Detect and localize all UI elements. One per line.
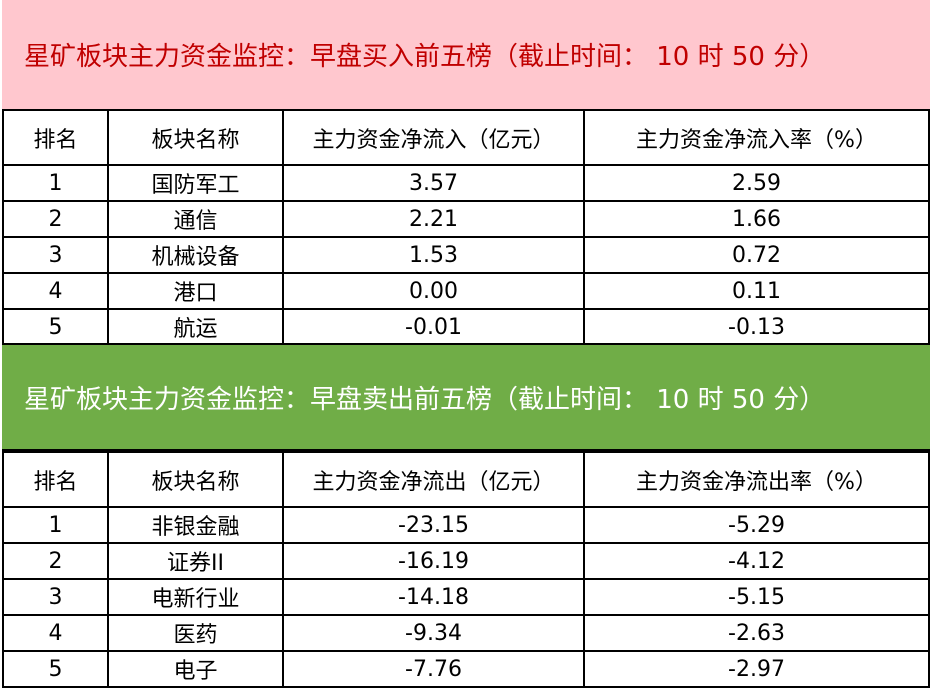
header-row: 排名 板块名称 主力资金净流入（亿元） 主力资金净流入率（%） <box>2 109 930 166</box>
cell-net-flow: -14.18 <box>282 578 585 616</box>
sell-ranking-table: 排名 板块名称 主力资金净流出（亿元） 主力资金净流出率（%） 1 非银金融 -23.15-… <box>2 451 930 688</box>
cell-sector-name: 机械设备 <box>107 236 284 274</box>
cell-net-flow-rate: -0.13 <box>583 308 930 346</box>
cell-net-flow-rate: -5.15 <box>583 578 930 616</box>
table-row: 3 电新行业 -14.18 -5.15 <box>2 578 930 616</box>
table-row: 2 通信 2.21 1.66 <box>2 200 930 238</box>
column-header-rank: 排名 <box>2 451 109 508</box>
cell-sector-name: 港口 <box>107 272 284 310</box>
column-header-net-flow: 主力资金净流入（亿元） <box>282 109 585 166</box>
cell-net-flow: -0.01 <box>282 308 585 346</box>
column-header-net-flow: 主力资金净流出（亿元） <box>282 451 585 508</box>
cell-rank: 3 <box>2 236 109 274</box>
cell-rank: 2 <box>2 200 109 238</box>
cell-net-flow-rate: 0.11 <box>583 272 930 310</box>
cell-sector-name: 电子 <box>107 650 284 688</box>
table-row: 2 证券II -16.19 -4.12 <box>2 542 930 580</box>
table-row: 5 电子 -7.76 -2.97 <box>2 650 930 688</box>
table-row: 4 港口 0.00 0.11 <box>2 272 930 310</box>
cell-sector-name: 非银金融 <box>107 506 284 544</box>
cell-sector-name: 电新行业 <box>107 578 284 616</box>
cell-net-flow-rate: 1.66 <box>583 200 930 238</box>
cell-sector-name: 通信 <box>107 200 284 238</box>
cell-net-flow: -7.76 <box>282 650 585 688</box>
table-row: 5 航运 -0.01 -0.13 <box>2 308 930 346</box>
buy-ranking-title: 星矿板块主力资金监控：早盘买入前五榜（截止时间： 10 时 50 分） <box>2 0 930 109</box>
cell-rank: 1 <box>2 506 109 544</box>
cell-net-flow-rate: 2.59 <box>583 164 930 202</box>
cell-net-flow: -16.19 <box>282 542 585 580</box>
buy-ranking-table: 排名 板块名称 主力资金净流入（亿元） 主力资金净流入率（%） 1 国防军工 3.57 2.5… <box>2 109 930 346</box>
table-row: 4 医药 -9.34 -2.63 <box>2 614 930 652</box>
cell-rank: 2 <box>2 542 109 580</box>
cell-rank: 1 <box>2 164 109 202</box>
table-row: 1 非银金融 -23.15 -5.29 <box>2 506 930 544</box>
column-header-sector-name: 板块名称 <box>107 451 284 508</box>
cell-rank: 4 <box>2 272 109 310</box>
sell-ranking-title: 星矿板块主力资金监控：早盘卖出前五榜（截止时间： 10 时 50 分） <box>2 343 930 451</box>
header-row: 排名 板块名称 主力资金净流出（亿元） 主力资金净流出率（%） <box>2 451 930 508</box>
sell-title-text: 星矿板块主力资金监控：早盘卖出前五榜（截止时间： 10 时 50 分） <box>24 384 826 415</box>
cell-net-flow: 0.00 <box>282 272 585 310</box>
cell-rank: 5 <box>2 308 109 346</box>
cell-sector-name: 国防军工 <box>107 164 284 202</box>
cell-net-flow: 2.21 <box>282 200 585 238</box>
cell-net-flow: -23.15 <box>282 506 585 544</box>
buy-title-text: 星矿板块主力资金监控：早盘买入前五榜（截止时间： 10 时 50 分） <box>24 42 826 72</box>
cell-net-flow: 3.57 <box>282 164 585 202</box>
column-header-net-flow-rate: 主力资金净流入率（%） <box>583 109 930 166</box>
column-header-sector-name: 板块名称 <box>107 109 284 166</box>
cell-sector-name: 证券II <box>107 542 284 580</box>
cell-sector-name: 航运 <box>107 308 284 346</box>
cell-net-flow-rate: -4.12 <box>583 542 930 580</box>
cell-rank: 5 <box>2 650 109 688</box>
cell-rank: 4 <box>2 614 109 652</box>
cell-net-flow: -9.34 <box>282 614 585 652</box>
cell-net-flow-rate: -5.29 <box>583 506 930 544</box>
table-row: 1 国防军工 3.57 2.59 <box>2 164 930 202</box>
cell-net-flow-rate: 0.72 <box>583 236 930 274</box>
column-header-net-flow-rate: 主力资金净流出率（%） <box>583 451 930 508</box>
cell-net-flow-rate: -2.97 <box>583 650 930 688</box>
cell-net-flow: 1.53 <box>282 236 585 274</box>
cell-rank: 3 <box>2 578 109 616</box>
cell-net-flow-rate: -2.63 <box>583 614 930 652</box>
cell-sector-name: 医药 <box>107 614 284 652</box>
table-row: 3 机械设备 1.53 0.72 <box>2 236 930 274</box>
column-header-rank: 排名 <box>2 109 109 166</box>
